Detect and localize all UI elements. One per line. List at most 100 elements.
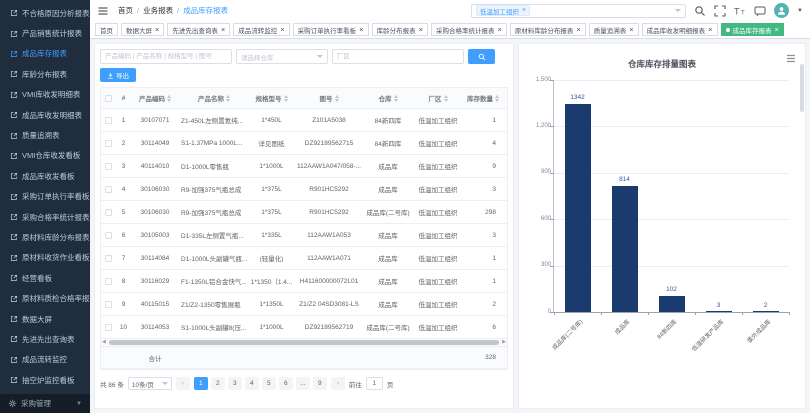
organization-select[interactable]: 低温加工组织 × <box>471 3 687 18</box>
sidebar-item-14[interactable]: 原材料质检合格率报表 <box>0 288 90 308</box>
table-row[interactable]: 6 30105003 D1-335L左侧置气瓶... 1*335L 112AAW1A05… <box>101 224 507 247</box>
row-checkbox[interactable] <box>105 323 112 331</box>
tab-close-icon[interactable]: × <box>359 24 364 34</box>
page-button-1[interactable]: 1 <box>193 377 208 390</box>
table-row[interactable]: 10 30114053 S1-1000L头副罐8(压... 1*1000L DZ9218… <box>101 316 507 339</box>
row-checkbox[interactable] <box>105 162 112 170</box>
table-row[interactable]: 3 40114010 D1-1000L零售瓶 1*1000L 112AAW1A047/0… <box>101 155 507 178</box>
warehouse-select[interactable]: 请选择仓库 <box>236 49 328 64</box>
sort-caret-icon[interactable] <box>283 94 288 102</box>
tab-close-icon[interactable]: × <box>155 24 160 34</box>
breadcrumb-home[interactable]: 首页 <box>118 6 133 15</box>
sort-caret-icon[interactable] <box>393 94 398 102</box>
tab-10[interactable]: 成品库存报表 × <box>720 23 784 36</box>
tab-3[interactable]: 成品流转监控 × <box>233 23 290 36</box>
export-button[interactable]: 导出 <box>100 68 136 82</box>
tab-close-icon[interactable]: × <box>280 24 285 34</box>
breadcrumb-business-reports[interactable]: 业务报表 <box>143 6 174 15</box>
page-button-5[interactable]: 5 <box>261 377 276 390</box>
horizontal-scrollbar[interactable]: ◀ ▶ <box>101 339 507 347</box>
sidebar-toggle-icon[interactable] <box>97 5 109 17</box>
tab-5[interactable]: 库龄分布报表 × <box>371 23 428 36</box>
column-header-6[interactable]: 厂区 <box>412 88 464 108</box>
avatar-caret-icon[interactable]: ▼ <box>797 7 803 14</box>
table-row[interactable]: 9 40115015 Z1/Z2-1350零售展瓶 1*1350L Z1/Z2 04SD… <box>101 293 507 316</box>
sidebar-item-16[interactable]: 先进先出查询表 <box>0 329 90 349</box>
sidebar-item-10[interactable]: 采购合格率统计报表 <box>0 207 90 227</box>
sort-caret-icon[interactable] <box>334 94 339 102</box>
next-page-button[interactable]: › <box>330 377 345 390</box>
sidebar-item-15[interactable]: 数据大屏 <box>0 309 90 329</box>
bar-3[interactable] <box>705 311 732 312</box>
sidebar-item-1[interactable]: 产品销售统计报表 <box>0 23 90 43</box>
sort-caret-icon[interactable] <box>495 94 499 102</box>
sidebar-item-purchase-management[interactable]: 采购管理 ▼ <box>0 394 90 413</box>
fullscreen-icon[interactable] <box>714 4 726 17</box>
vertical-scrollbar-thumb[interactable] <box>800 64 804 112</box>
bar-4[interactable] <box>752 311 779 312</box>
row-checkbox[interactable] <box>105 277 112 285</box>
search-button[interactable] <box>468 49 495 64</box>
page-size-select[interactable]: 10条/页 <box>127 377 172 390</box>
table-row[interactable]: 4 30106030 R9-加强375气瓶总成 1*375L R901HC5292 成品库… <box>101 178 507 201</box>
scroll-left-icon[interactable]: ◀ <box>102 339 106 345</box>
sidebar-item-8[interactable]: 成品库收发看板 <box>0 166 90 186</box>
tab-7[interactable]: 原材料库龄分布报表 × <box>509 23 586 36</box>
row-checkbox[interactable] <box>105 208 112 216</box>
table-row[interactable]: 5 30106030 R9-加强375气瓶总成 1*375L R901HC5292 成品库… <box>101 201 507 224</box>
goto-page-input[interactable] <box>365 377 383 390</box>
row-checkbox[interactable] <box>105 139 112 147</box>
sort-caret-icon[interactable] <box>167 94 171 102</box>
column-header-1[interactable]: 产品编码 <box>131 88 179 108</box>
tab-0[interactable]: 首页 <box>95 23 118 36</box>
sidebar-item-12[interactable]: 原材料收货作业看板 <box>0 248 90 268</box>
tab-close-icon[interactable]: × <box>497 24 502 34</box>
sidebar-item-6[interactable]: 质量追溯表 <box>0 125 90 145</box>
column-header-2[interactable]: 产品名称 <box>179 88 249 108</box>
table-row[interactable]: 8 30116029 F1-1350L铝合金快气... 1*1350（1.4... H4… <box>101 270 507 293</box>
bar-2[interactable] <box>658 296 685 312</box>
sidebar-item-0[interactable]: 不合格原因分析报表 <box>0 3 90 23</box>
tab-close-icon[interactable]: × <box>629 24 634 34</box>
tab-4[interactable]: 采购订单执行率看板 × <box>292 23 369 36</box>
column-header-3[interactable]: 规格型号 <box>249 88 294 108</box>
tab-close-icon[interactable]: × <box>576 24 581 34</box>
row-checkbox[interactable] <box>105 254 112 262</box>
page-ellipsis-button[interactable]: ... <box>295 377 310 390</box>
page-button-2[interactable]: 2 <box>210 377 225 390</box>
sidebar-item-13[interactable]: 经营看板 <box>0 268 90 288</box>
row-checkbox[interactable] <box>105 185 112 193</box>
tab-1[interactable]: 数据大屏 × <box>121 23 165 36</box>
select-all-checkbox[interactable] <box>105 94 112 102</box>
page-button-4[interactable]: 4 <box>244 377 259 390</box>
avatar[interactable] <box>774 3 790 18</box>
tab-close-icon[interactable]: × <box>708 24 713 34</box>
message-icon[interactable] <box>754 5 766 17</box>
tab-close-icon[interactable]: × <box>418 24 423 34</box>
scroll-right-icon[interactable]: ▶ <box>502 339 506 345</box>
sidebar-item-5[interactable]: 成品库收发明细表 <box>0 105 90 125</box>
search-icon[interactable] <box>694 5 706 17</box>
sidebar-item-17[interactable]: 成品流转监控 <box>0 350 90 370</box>
sidebar-item-11[interactable]: 原材料库龄分布报表 <box>0 227 90 247</box>
row-checkbox[interactable] <box>105 116 112 124</box>
tab-close-icon[interactable]: × <box>220 24 226 34</box>
horizontal-scrollbar-thumb[interactable] <box>108 340 500 345</box>
table-row[interactable]: 2 30114049 S1-1.37MPa 1000L... 详见图纸 DZ921895… <box>101 132 507 155</box>
tab-6[interactable]: 采购合格率统计报表 × <box>430 23 507 36</box>
row-checkbox[interactable] <box>105 231 112 239</box>
tab-2[interactable]: 先进先出查询表 × <box>167 23 231 36</box>
sidebar-item-3[interactable]: 库龄分布报表 <box>0 64 90 84</box>
page-button-9[interactable]: 9 <box>312 377 327 390</box>
column-header-7[interactable]: 库存数量 <box>464 88 502 108</box>
sidebar-item-7[interactable]: VMI仓库收发看板 <box>0 146 90 166</box>
sidebar-item-2[interactable]: 成品库存报表 <box>0 44 90 64</box>
tag-close-icon[interactable]: × <box>522 7 527 14</box>
sidebar-item-4[interactable]: VMI库收发明细表 <box>0 85 90 105</box>
column-header-5[interactable]: 仓库 <box>364 88 412 108</box>
bar-1[interactable] <box>611 186 638 312</box>
prev-page-button[interactable]: ‹ <box>175 377 190 390</box>
tab-8[interactable]: 质量追溯表 × <box>588 23 639 36</box>
sort-caret-icon[interactable] <box>226 94 230 102</box>
